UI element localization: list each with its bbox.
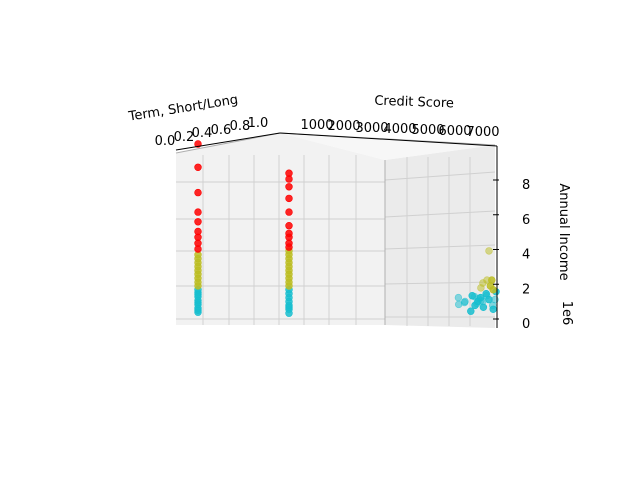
scatter-point-low bbox=[194, 291, 202, 299]
y-tick-label: 6000 bbox=[438, 124, 471, 139]
x-tick-label: 0.0 bbox=[155, 134, 176, 149]
scatter-point-low bbox=[194, 298, 202, 307]
scatter-point-low bbox=[285, 303, 293, 311]
y-tick-label: 5000 bbox=[411, 123, 444, 138]
z-tick-label: 2 bbox=[522, 282, 530, 297]
x-axis-label: Term, Short/Long bbox=[127, 92, 239, 124]
scatter-point-low bbox=[468, 292, 476, 300]
y-axis-label: Credit Score bbox=[374, 94, 454, 112]
x-tick-label: 0.8 bbox=[230, 119, 251, 134]
y-tick-label: 4000 bbox=[383, 122, 416, 137]
scatter-point-low bbox=[476, 293, 485, 302]
y-tick-label: 1000 bbox=[300, 118, 333, 133]
scatter-point-low bbox=[479, 303, 488, 311]
x-axis-line bbox=[175, 132, 281, 151]
grid-line-side bbox=[384, 171, 496, 181]
back-pane bbox=[176, 133, 385, 325]
scatter-point-low bbox=[454, 293, 463, 302]
scatter-point-high bbox=[194, 163, 202, 172]
scatter-point-high bbox=[194, 218, 202, 226]
scatter-point-high bbox=[194, 208, 202, 216]
y-tick-label: 3000 bbox=[355, 121, 388, 136]
z-tick-label: 8 bbox=[522, 178, 530, 193]
z-tick-label: 4 bbox=[522, 248, 530, 263]
scatter-point-high bbox=[285, 183, 293, 191]
scatter-point-high bbox=[285, 222, 293, 230]
scatter-point-low bbox=[461, 297, 469, 306]
scatter-point-low bbox=[489, 305, 497, 313]
grid-line-side bbox=[384, 281, 496, 285]
grid-line-side bbox=[384, 210, 496, 218]
x-tick-label: 0.2 bbox=[174, 130, 195, 145]
chart-axes: 0.00.20.40.60.81.0 1000200030004000500060… bbox=[155, 116, 531, 332]
scatter-point-low bbox=[482, 290, 490, 298]
chart-grid bbox=[175, 132, 496, 326]
y-tick-label: 7000 bbox=[466, 125, 499, 140]
scatter-points bbox=[194, 140, 500, 317]
scatter-point-low bbox=[194, 306, 202, 314]
x-tick-label: 0.4 bbox=[192, 126, 213, 141]
y-tick-label: 2000 bbox=[327, 119, 360, 134]
scatter-point-high bbox=[285, 208, 293, 216]
scatter-point-high bbox=[285, 229, 293, 238]
scatter-point-high bbox=[194, 227, 202, 236]
top-pane bbox=[280, 133, 495, 160]
scatter-point-mid bbox=[485, 247, 493, 255]
z-tick-label: 6 bbox=[522, 213, 530, 228]
x-tick-label: 1.0 bbox=[248, 116, 269, 131]
chart-panes bbox=[176, 133, 495, 328]
x-tick-label: 0.6 bbox=[211, 123, 232, 138]
scatter-point-mid bbox=[488, 276, 496, 284]
scatter-point-low bbox=[485, 295, 493, 304]
z-axis-label: Annual Income bbox=[556, 183, 571, 280]
scatter-point-high bbox=[285, 194, 293, 203]
y-axis-line bbox=[279, 132, 498, 147]
grid-line-side bbox=[384, 244, 496, 250]
scatter-point-mid bbox=[489, 286, 497, 294]
z-tick-label: 0 bbox=[522, 317, 530, 332]
z-axis-offset-label: 1e6 bbox=[559, 301, 574, 326]
scatter-point-high bbox=[194, 188, 202, 197]
scatter-point-high bbox=[285, 169, 293, 177]
scatter-point-low bbox=[467, 307, 475, 315]
